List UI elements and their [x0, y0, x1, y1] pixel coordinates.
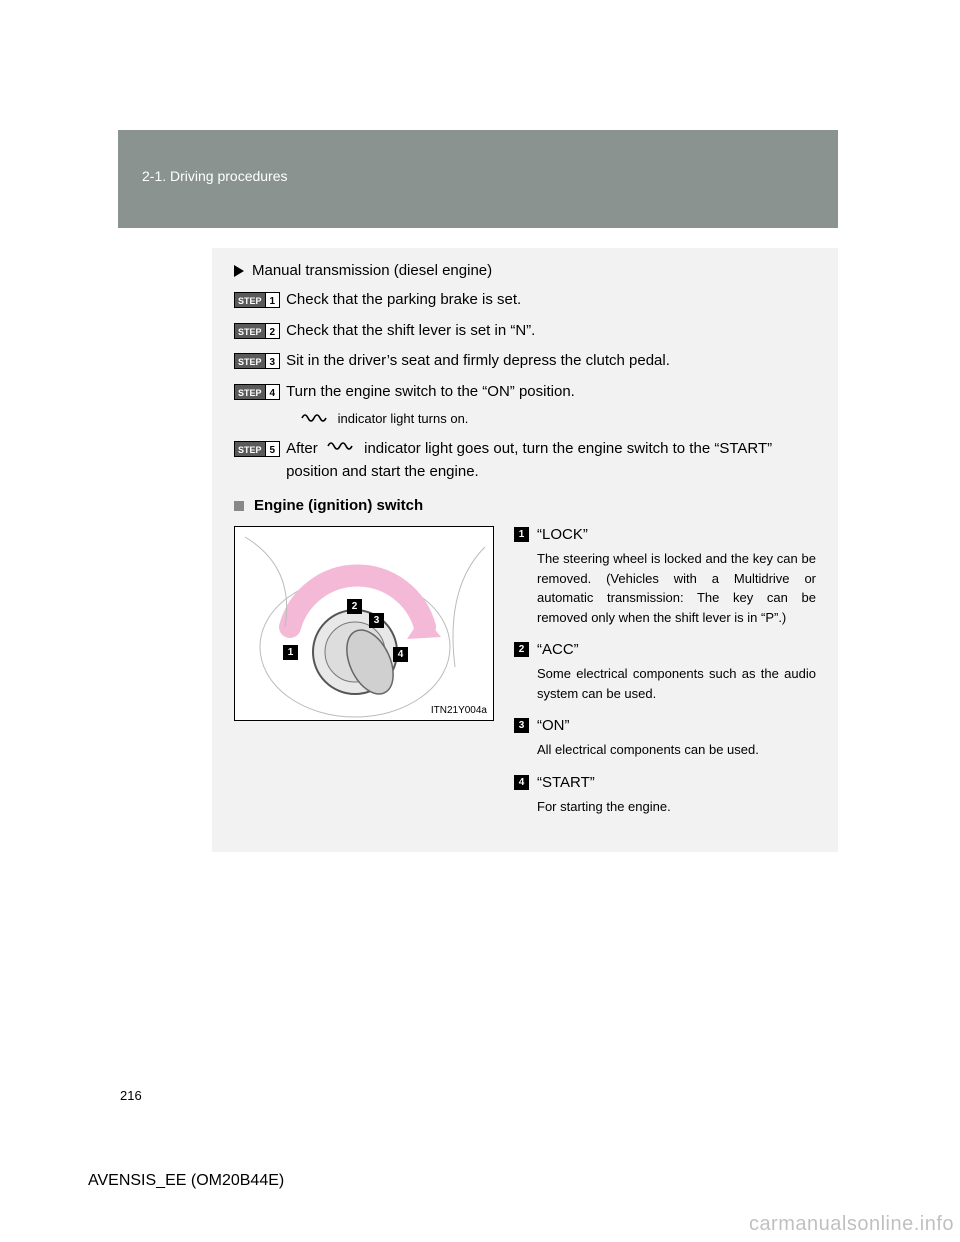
step-num: 3 — [266, 353, 281, 369]
step-text: After indicator light goes out, turn the… — [286, 438, 816, 483]
step-text: Check that the shift lever is set in “N”… — [286, 320, 816, 343]
position-head: 1 “LOCK” — [514, 526, 816, 543]
step5-suffix: indicator light goes out, turn the engin… — [286, 440, 772, 480]
glow-plug-icon — [326, 438, 356, 461]
section-title: Manual transmission (diesel engine) — [252, 262, 492, 279]
header-section-text: 2-1. Driving procedures — [142, 168, 288, 184]
position-item: 4 “START” For starting the engine. — [514, 774, 816, 817]
content-box: Manual transmission (diesel engine) STEP… — [212, 248, 838, 852]
position-label: “LOCK” — [537, 526, 588, 543]
diagram-callout: 2 — [347, 599, 362, 614]
triangle-bullet-icon — [234, 265, 244, 277]
position-badge: 4 — [514, 775, 529, 790]
two-col: 1 2 3 4 ITN21Y004a 1 “LOCK” The steering… — [234, 526, 816, 830]
step-text: Check that the parking brake is set. — [286, 289, 816, 312]
step-num: 5 — [266, 441, 281, 457]
position-item: 2 “ACC” Some electrical components such … — [514, 641, 816, 703]
step-text: Sit in the driver’s seat and firmly depr… — [286, 350, 816, 373]
indicator-note-text: indicator light turns on. — [334, 411, 468, 426]
step-row: STEP 5 After indicator light goes out, t… — [234, 438, 816, 483]
step-label: STEP — [234, 292, 266, 308]
step-label: STEP — [234, 441, 266, 457]
step-label: STEP — [234, 353, 266, 369]
doc-code: AVENSIS_EE (OM20B44E) — [88, 1172, 284, 1190]
indicator-note: indicator light turns on. — [296, 411, 816, 428]
step-num: 2 — [266, 323, 281, 339]
step-row: STEP 2 Check that the shift lever is set… — [234, 320, 816, 343]
diagram-callout: 1 — [283, 645, 298, 660]
section-title-row: Manual transmission (diesel engine) — [234, 262, 816, 279]
step-row: STEP 1 Check that the parking brake is s… — [234, 289, 816, 312]
step5-prefix: After — [286, 440, 322, 457]
step-label: STEP — [234, 323, 266, 339]
position-head: 2 “ACC” — [514, 641, 816, 658]
step-row: STEP 3 Sit in the driver’s seat and firm… — [234, 350, 816, 373]
step-badge: STEP 3 — [234, 353, 280, 369]
subsection-title: Engine (ignition) switch — [254, 497, 423, 514]
subsection-row: Engine (ignition) switch — [234, 497, 816, 514]
glow-plug-icon — [300, 411, 330, 428]
step-badge: STEP 1 — [234, 292, 280, 308]
position-item: 1 “LOCK” The steering wheel is locked an… — [514, 526, 816, 627]
square-bullet-icon — [234, 501, 244, 511]
position-label: “ACC” — [537, 641, 579, 658]
position-desc: For starting the engine. — [537, 797, 816, 817]
position-desc: The steering wheel is locked and the key… — [537, 549, 816, 627]
position-desc: All electrical components can be used. — [537, 740, 816, 760]
step-badge: STEP 5 — [234, 441, 280, 457]
page-number: 216 — [120, 1088, 142, 1103]
position-desc: Some electrical components such as the a… — [537, 664, 816, 703]
positions-col: 1 “LOCK” The steering wheel is locked an… — [514, 526, 816, 830]
ignition-diagram: 1 2 3 4 ITN21Y004a — [234, 526, 494, 721]
ignition-svg — [235, 527, 493, 720]
step-badge: STEP 4 — [234, 384, 280, 400]
position-badge: 1 — [514, 527, 529, 542]
step-text: Turn the engine switch to the “ON” posit… — [286, 381, 816, 404]
step-num: 1 — [266, 292, 281, 308]
position-label: “START” — [537, 774, 595, 791]
step-row: STEP 4 Turn the engine switch to the “ON… — [234, 381, 816, 404]
step-label: STEP — [234, 384, 266, 400]
step-badge: STEP 2 — [234, 323, 280, 339]
diagram-caption: ITN21Y004a — [431, 705, 487, 716]
step-num: 4 — [266, 384, 281, 400]
position-badge: 3 — [514, 718, 529, 733]
position-head: 4 “START” — [514, 774, 816, 791]
position-badge: 2 — [514, 642, 529, 657]
diagram-callout: 4 — [393, 647, 408, 662]
diagram-callout: 3 — [369, 613, 384, 628]
header-band: 2-1. Driving procedures — [118, 130, 838, 228]
position-item: 3 “ON” All electrical components can be … — [514, 717, 816, 760]
watermark: carmanualsonline.info — [749, 1213, 954, 1236]
position-head: 3 “ON” — [514, 717, 816, 734]
position-label: “ON” — [537, 717, 570, 734]
